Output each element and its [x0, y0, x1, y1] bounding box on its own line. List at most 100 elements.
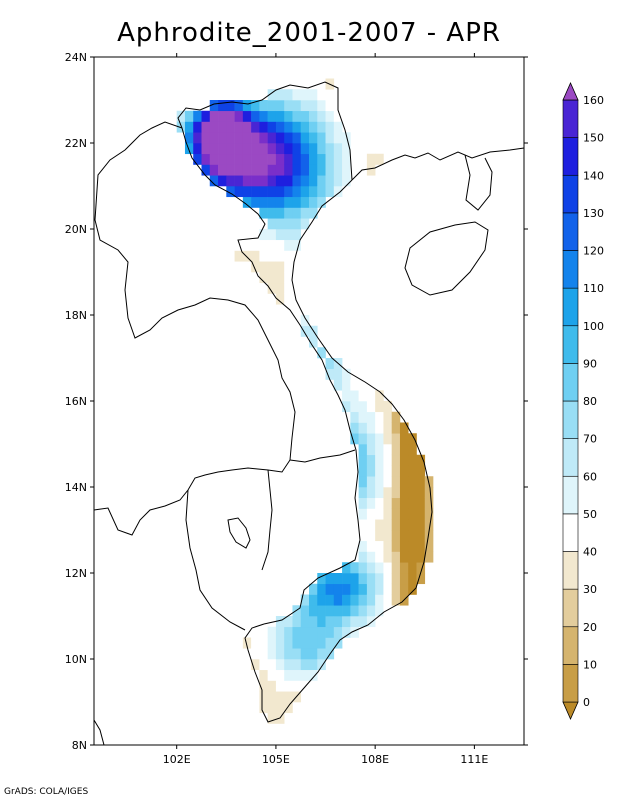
precip-cell [300, 325, 310, 337]
precip-cell [251, 110, 260, 122]
precip-cell [292, 605, 302, 617]
colorbar-label: 110 [583, 282, 604, 295]
precip-cell [259, 648, 268, 660]
precip-cell [309, 175, 318, 187]
precip-cell [218, 121, 227, 133]
precip-cell [193, 153, 202, 165]
longitude-axis: 102E 105E 108E 111E [163, 53, 488, 766]
precip-cell [317, 186, 326, 198]
precip-cell [284, 164, 293, 176]
precip-cell [193, 132, 202, 144]
precip-cell [275, 175, 285, 187]
precip-cell [226, 175, 235, 187]
precip-cell [416, 487, 426, 499]
precip-cell [391, 540, 401, 552]
precip-cell [242, 175, 252, 187]
precip-cell [309, 143, 318, 155]
lon-label: 108E [361, 753, 389, 766]
precip-cell [242, 186, 252, 198]
lat-label: 8N [72, 739, 87, 752]
precip-cell [292, 110, 302, 122]
precip-cell [242, 100, 252, 112]
precip-cell [234, 100, 244, 112]
precip-cell [416, 551, 426, 563]
precip-cell [424, 508, 434, 520]
precip-cell [275, 669, 285, 681]
precip-cell [325, 186, 335, 198]
precip-cell [259, 626, 268, 638]
precip-cell [375, 465, 384, 477]
precip-cell [399, 583, 409, 595]
precip-cell [259, 143, 268, 155]
precip-cell [375, 519, 384, 531]
precip-cell [342, 390, 351, 402]
map-title: Aphrodite_2001-2007 - APR [117, 18, 501, 48]
precip-cell [251, 121, 260, 133]
colorbar-label: 80 [583, 395, 597, 408]
precip-cell [251, 250, 260, 262]
precip-cell [350, 401, 359, 413]
colorbar-label: 140 [583, 169, 604, 182]
precip-cell [309, 637, 318, 649]
colorbar-segment [562, 137, 579, 176]
precip-cell [408, 519, 417, 531]
precip-cell [300, 164, 310, 176]
precip-cell [350, 573, 359, 585]
precip-cell [201, 143, 211, 155]
precip-cell [201, 153, 211, 165]
precip-cell [424, 530, 434, 542]
precip-cell [375, 497, 384, 509]
precip-cell [342, 573, 351, 585]
precip-cell [275, 293, 285, 305]
precip-cell [317, 616, 326, 628]
precip-cell [275, 121, 285, 133]
precip-cell [375, 422, 384, 434]
precip-cell [325, 594, 335, 606]
precip-cell [251, 100, 260, 112]
precip-cell [234, 186, 244, 198]
precip-cell [218, 110, 227, 122]
precip-cell [317, 175, 326, 187]
precip-cell [342, 175, 351, 187]
precip-cell [267, 143, 277, 155]
precip-cell [391, 573, 401, 585]
precip-cell [416, 573, 426, 585]
precip-cell [342, 594, 351, 606]
precip-cell [375, 487, 384, 499]
lon-label: 102E [163, 753, 191, 766]
precip-cell [259, 100, 268, 112]
precip-cell [259, 637, 268, 649]
precip-cell [234, 239, 244, 251]
precip-cell [242, 164, 252, 176]
precip-cell [358, 433, 368, 445]
lat-label: 24N [65, 51, 87, 64]
tonle-sap-lake [227, 517, 251, 549]
precip-cell [342, 583, 351, 595]
precip-cell [358, 616, 368, 628]
precip-cell [300, 669, 310, 681]
precip-cell [292, 164, 302, 176]
precip-cell [391, 583, 401, 595]
precip-cell [317, 143, 326, 155]
precip-cell [399, 497, 409, 509]
precip-cell [300, 616, 310, 628]
precip-cell [416, 465, 426, 477]
precip-cell [309, 100, 318, 112]
precip-cell [275, 89, 285, 101]
china-coastline [351, 147, 525, 181]
precip-cell [350, 153, 359, 165]
precip-cell [391, 454, 401, 466]
precip-cell [259, 110, 268, 122]
precip-cell [317, 583, 326, 595]
precip-cell [267, 229, 277, 241]
precip-cell [284, 272, 293, 284]
colorbar-label: 10 [583, 658, 597, 671]
precip-cell [416, 497, 426, 509]
precip-cell [234, 143, 244, 155]
lat-label: 18N [65, 309, 87, 322]
precip-cell [309, 669, 318, 681]
precip-cell [317, 648, 326, 660]
precip-cell [292, 100, 302, 112]
hainan-island [404, 221, 489, 296]
precip-cell [358, 594, 368, 606]
